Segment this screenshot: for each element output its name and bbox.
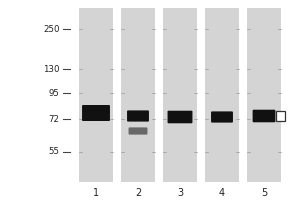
Bar: [247, 8, 281, 182]
Text: 2: 2: [135, 188, 141, 198]
Text: 5: 5: [261, 188, 267, 198]
Bar: [163, 8, 197, 182]
Bar: [276, 111, 285, 121]
Text: 55: 55: [48, 148, 59, 156]
Text: 95: 95: [49, 88, 59, 98]
Text: 250: 250: [43, 24, 59, 33]
Bar: [79, 8, 113, 182]
Text: 4: 4: [219, 188, 225, 198]
Text: 3: 3: [177, 188, 183, 198]
FancyBboxPatch shape: [127, 110, 149, 122]
Bar: [121, 8, 155, 182]
Text: 130: 130: [43, 64, 59, 73]
FancyBboxPatch shape: [253, 110, 275, 122]
Text: 1: 1: [93, 188, 99, 198]
FancyBboxPatch shape: [82, 105, 110, 121]
FancyBboxPatch shape: [168, 111, 193, 123]
FancyBboxPatch shape: [129, 127, 148, 135]
Bar: [205, 8, 239, 182]
FancyBboxPatch shape: [211, 111, 233, 123]
Text: 72: 72: [48, 114, 59, 123]
